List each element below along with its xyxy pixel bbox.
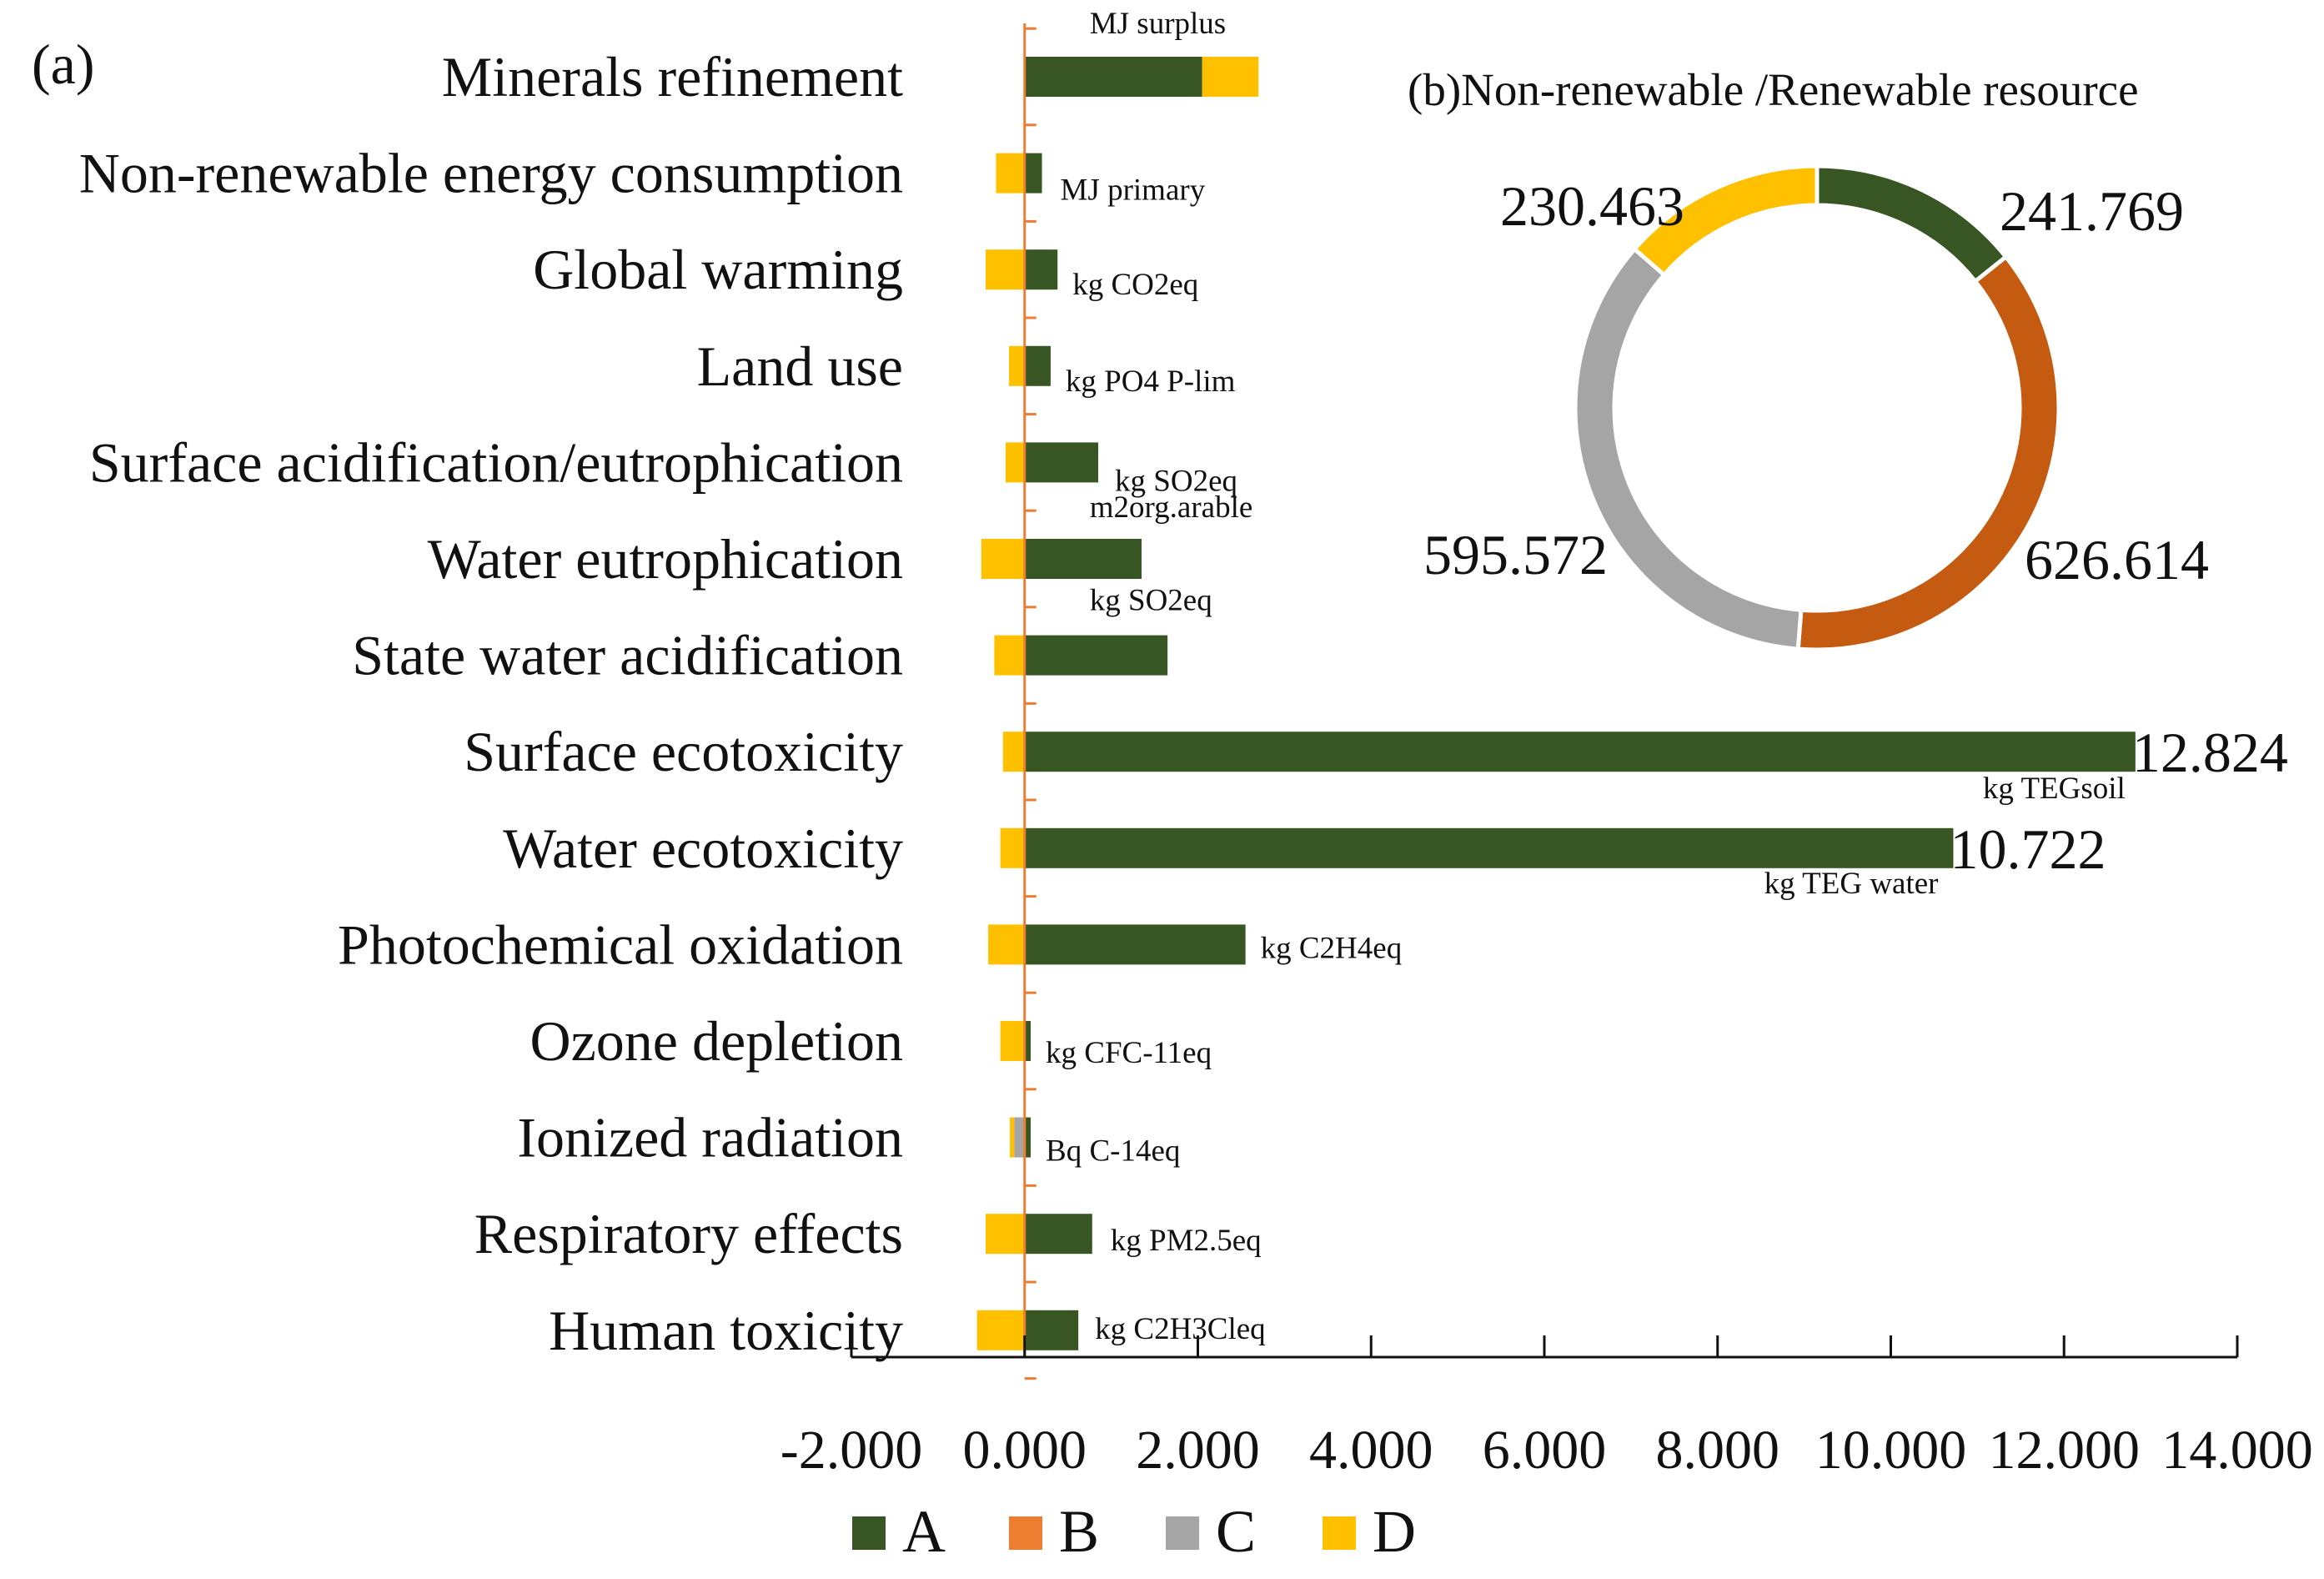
bar-a-minerals-refinement	[1024, 57, 1202, 97]
unit-label-human-toxicity: kg C2H3Cleq	[1095, 1312, 1266, 1346]
x-tick-label: 2.000	[1136, 1420, 1260, 1481]
donut-label-b: 626.614	[2025, 528, 2209, 591]
donut-slice-a	[1815, 163, 2010, 284]
donut-label-d: 230.463	[1500, 174, 1684, 238]
category-label-surface-ecotoxicity: Surface ecotoxicity	[464, 720, 903, 783]
category-label-global-warming: Global warming	[533, 238, 903, 301]
panel-a-label: (a)	[32, 33, 94, 96]
legend-swatch-a	[852, 1516, 886, 1550]
bar-c-ionized-radiation	[1014, 1117, 1025, 1158]
bar-d-minerals-refinement	[1202, 57, 1259, 97]
unit-label-non-renewable-energy-consumption: MJ primary	[1061, 173, 1206, 208]
donut-label-c: 595.572	[1423, 523, 1608, 586]
legend: A B C D	[852, 1498, 1416, 1565]
bar-a-human-toxicity	[1024, 1310, 1079, 1350]
x-tick-label: 4.000	[1309, 1420, 1433, 1481]
x-axis: -2.000 0.000 2.000 4.000 6.000 8.000 10.000 12.…	[781, 1335, 2313, 1481]
legend-swatch-d	[1323, 1516, 1356, 1550]
category-label-human-toxicity: Human toxicity	[549, 1299, 903, 1362]
x-tick-label: 14.000	[2161, 1420, 2313, 1481]
category-label-respiratory-effects: Respiratory effects	[474, 1202, 903, 1265]
bar-d-water-ecotoxicity	[1000, 827, 1025, 868]
bar-a-ionized-radiation	[1024, 1117, 1031, 1158]
unit-label-minerals-refinement: MJ surplus	[1090, 7, 1226, 41]
bar-a-land-use	[1024, 345, 1051, 386]
category-label-state-water-acidification: State water acidification	[352, 624, 903, 687]
bar-a-surface-acidification-eutrophication	[1024, 442, 1099, 483]
x-tick-label: -2.000	[781, 1420, 922, 1481]
bar-d-ionized-radiation	[1010, 1117, 1015, 1158]
bar-a-respiratory-effects	[1024, 1214, 1092, 1255]
bar-a-photochemical-oxidation	[1024, 924, 1246, 965]
legend-label-c: C	[1216, 1498, 1256, 1565]
unit-label-global-warming: kg CO2eq	[1072, 268, 1198, 302]
category-labels: Minerals refinement Non-renewable energy …	[79, 45, 903, 1362]
x-tick-label: 12.000	[1989, 1420, 2141, 1481]
unit-label-water-eutrophication: m2org.arable	[1090, 490, 1253, 525]
value-labels: 12.824 10.722	[1950, 721, 2287, 881]
bar-a-surface-ecotoxicity	[1024, 732, 2136, 772]
category-label-non-renewable-energy-consumption: Non-renewable energy consumption	[79, 142, 903, 205]
legend-label-a: A	[902, 1498, 946, 1565]
bar-a-water-ecotoxicity	[1024, 827, 1954, 868]
bar-d-land-use	[1009, 345, 1025, 386]
category-label-water-eutrophication: Water eutrophication	[428, 527, 903, 591]
bar-a-state-water-acidification	[1024, 635, 1168, 676]
bar-d-non-renewable-energy-consumption	[996, 153, 1025, 194]
bar-d-global-warming	[986, 249, 1025, 290]
category-label-land-use: Land use	[697, 334, 903, 398]
x-tick-label: 8.000	[1656, 1420, 1780, 1481]
x-tick-label: 6.000	[1483, 1420, 1607, 1481]
category-label-surface-acidification-eutrophication: Surface acidification/eutrophication	[89, 430, 903, 494]
bar-a-ozone-depletion	[1024, 1021, 1031, 1061]
legend-label-b: B	[1059, 1498, 1099, 1565]
legend-label-d: D	[1373, 1498, 1416, 1565]
bar-d-ozone-depletion	[1000, 1021, 1025, 1061]
unit-label-surface-acidification-eutrophication: kg SO2eq	[1115, 464, 1237, 498]
bar-d-human-toxicity	[976, 1310, 1025, 1350]
category-label-water-ecotoxicity: Water ecotoxicity	[503, 817, 903, 880]
unit-label-ozone-depletion: kg CFC-11eq	[1046, 1036, 1212, 1070]
x-tick-label: 10.000	[1815, 1420, 1967, 1481]
category-label-ionized-radiation: Ionized radiation	[517, 1106, 903, 1169]
unit-label-land-use: kg PO4 P-lim	[1066, 365, 1236, 399]
donut-label-a: 241.769	[2000, 179, 2184, 243]
category-label-minerals-refinement: Minerals refinement	[442, 45, 903, 108]
donut-slice-d	[1631, 163, 1820, 278]
unit-label-ionized-radiation: Bq C-14eq	[1046, 1134, 1180, 1169]
legend-swatch-c	[1166, 1516, 1199, 1550]
donut-slice-c	[1573, 246, 1804, 651]
bar-a-water-eutrophication	[1024, 539, 1142, 579]
donut-slice-b	[1795, 254, 2061, 652]
unit-labels: MJ surplus MJ primary kg CO2eq kg PO4 P-lim…	[1046, 7, 2126, 1346]
unit-label-state-water-acidification: kg SO2eq	[1090, 584, 1212, 618]
value-label-surface-ecotoxicity: 12.824	[2132, 721, 2288, 784]
unit-label-respiratory-effects: kg PM2.5eq	[1111, 1224, 1262, 1258]
unit-label-water-ecotoxicity: kg TEG water	[1764, 867, 1939, 901]
zero-axis	[1023, 23, 1037, 1380]
bar-chart-bars	[976, 57, 2136, 1350]
unit-label-surface-ecotoxicity: kg TEGsoil	[1983, 772, 2126, 806]
bar-d-respiratory-effects	[986, 1214, 1025, 1255]
bar-a-global-warming	[1024, 249, 1058, 290]
category-label-photochemical-oxidation: Photochemical oxidation	[338, 913, 903, 976]
x-tick-label: 0.000	[963, 1420, 1087, 1481]
donut-title: (b)Non-renewable /Renewable resource	[1408, 64, 2139, 115]
bar-d-surface-ecotoxicity	[1002, 732, 1025, 772]
bar-d-water-eutrophication	[981, 539, 1025, 579]
donut-chart	[1573, 163, 2061, 652]
legend-swatch-b	[1009, 1516, 1042, 1550]
unit-label-photochemical-oxidation: kg C2H4eq	[1261, 931, 1403, 965]
category-label-ozone-depletion: Ozone depletion	[530, 1009, 903, 1073]
bar-a-non-renewable-energy-consumption	[1024, 153, 1042, 194]
donut-value-labels: 241.769 626.614 595.572 230.463	[1423, 174, 2209, 591]
bar-d-state-water-acidification	[994, 635, 1025, 676]
bar-d-photochemical-oxidation	[988, 924, 1025, 965]
bar-d-surface-acidification-eutrophication	[1005, 442, 1025, 483]
value-label-water-ecotoxicity: 10.722	[1950, 817, 2106, 881]
